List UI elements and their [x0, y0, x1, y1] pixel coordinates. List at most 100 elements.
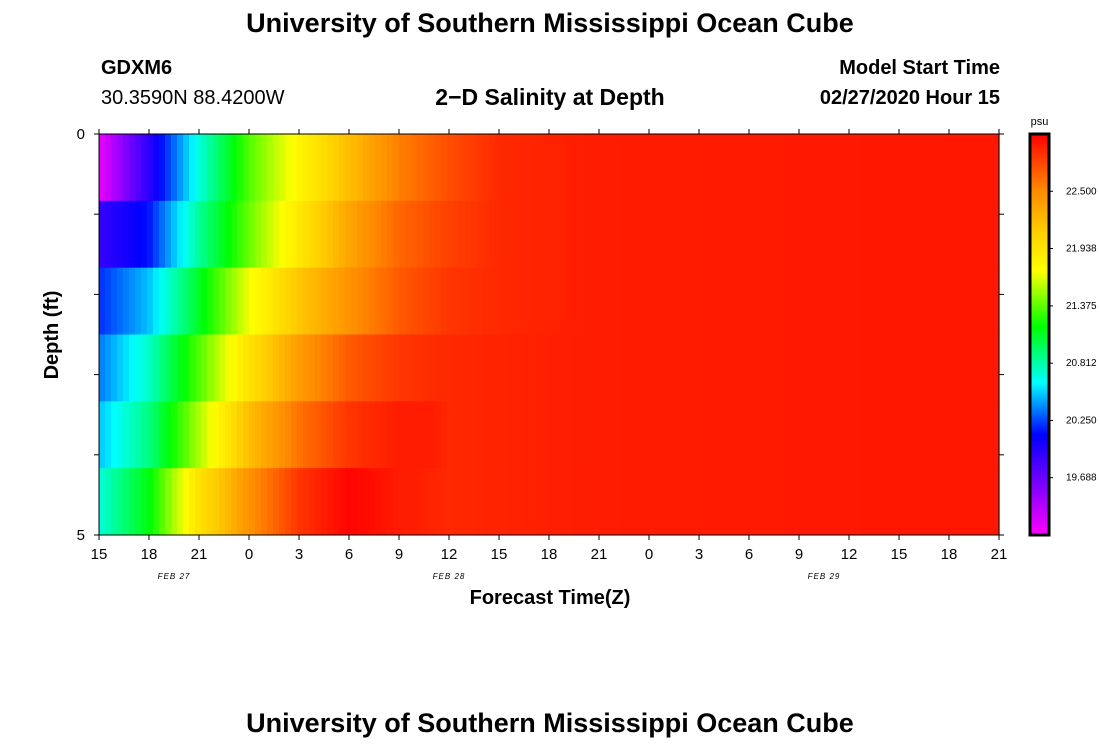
heatmap-cell: [615, 134, 622, 202]
heatmap-cell: [567, 468, 574, 536]
heatmap-cell: [849, 134, 856, 202]
heatmap-cell: [339, 134, 346, 202]
heatmap-cell: [417, 134, 424, 202]
heatmap-cell: [423, 200, 430, 269]
heatmap-cell: [729, 267, 736, 335]
heatmap-cell: [615, 267, 622, 335]
heatmap-cell: [585, 267, 592, 335]
heatmap-cell: [165, 134, 172, 202]
heatmap-cell: [105, 200, 112, 269]
heatmap-cell: [435, 334, 442, 402]
heatmap-cell: [927, 200, 934, 269]
heatmap-cell: [789, 267, 796, 335]
heatmap-cell: [669, 401, 676, 469]
heatmap-cell: [705, 401, 712, 469]
heatmap-cell: [615, 334, 622, 402]
heatmap-cell: [819, 468, 826, 536]
heatmap-cell: [549, 267, 556, 335]
heatmap-cell: [903, 134, 910, 202]
heatmap-cell: [375, 468, 382, 536]
heatmap-cell: [855, 267, 862, 335]
heatmap-cell: [249, 401, 256, 469]
heatmap-cell: [375, 134, 382, 202]
colorbar-label: 20.250: [1066, 415, 1097, 426]
heatmap-cell: [795, 134, 802, 202]
heatmap-cell: [657, 200, 664, 269]
heatmap-cell: [453, 267, 460, 335]
heatmap-cell: [579, 334, 586, 402]
heatmap-cell: [513, 134, 520, 202]
heatmap-cell: [453, 134, 460, 202]
heatmap-cell: [423, 134, 430, 202]
heatmap-cell: [981, 401, 988, 469]
heatmap-cell: [873, 134, 880, 202]
heatmap-cell: [423, 267, 430, 335]
heatmap-cell: [795, 401, 802, 469]
heatmap-cell: [471, 134, 478, 202]
x-tick-label: 9: [395, 546, 403, 563]
heatmap-cell: [237, 200, 244, 269]
heatmap-cell: [303, 267, 310, 335]
heatmap-cell: [435, 267, 442, 335]
heatmap-cell: [747, 267, 754, 335]
heatmap-cell: [219, 134, 226, 202]
heatmap-cell: [729, 468, 736, 536]
heatmap-cell: [369, 468, 376, 536]
heatmap-cell: [891, 200, 898, 269]
heatmap-cell: [801, 200, 808, 269]
heatmap-cell: [249, 134, 256, 202]
heatmap-cell: [915, 267, 922, 335]
heatmap-cell: [387, 468, 394, 536]
heatmap-cell: [765, 334, 772, 402]
heatmap-cell: [423, 468, 430, 536]
heatmap-cell: [735, 468, 742, 536]
heatmap-cell: [519, 468, 526, 536]
heatmap-cell: [429, 267, 436, 335]
heatmap-cell: [825, 401, 832, 469]
heatmap-cell: [99, 267, 106, 335]
heatmap-cell: [447, 267, 454, 335]
heatmap-cell: [279, 401, 286, 469]
plot-title: 2−D Salinity at Depth: [435, 84, 665, 110]
heatmap-cell: [705, 334, 712, 402]
heatmap-cell: [963, 134, 970, 202]
colorbar-gradient: [1028, 132, 1051, 537]
heatmap-cell: [813, 334, 820, 402]
heatmap-cell: [291, 334, 298, 402]
heatmap-cell: [837, 267, 844, 335]
heatmap-cell: [987, 334, 994, 402]
heatmap-cell: [471, 468, 478, 536]
heatmap-cell: [285, 200, 292, 269]
heatmap-cell: [135, 468, 142, 536]
heatmap-cell: [507, 134, 514, 202]
x-tick-label: 21: [591, 546, 608, 563]
heatmap-cell: [111, 267, 118, 335]
heatmap-cell: [141, 401, 148, 469]
heatmap-cell: [807, 468, 814, 536]
heatmap-cell: [117, 267, 124, 335]
heatmap-cell: [159, 334, 166, 402]
heatmap-cell: [687, 468, 694, 536]
heatmap-cell: [411, 267, 418, 335]
heatmap-cell: [921, 401, 928, 469]
heatmap-cell: [753, 401, 760, 469]
heatmap-cell: [189, 468, 196, 536]
heatmap-cell: [465, 334, 472, 402]
heatmap-cell: [813, 267, 820, 335]
heatmap-cell: [447, 334, 454, 402]
heatmap-cell: [759, 267, 766, 335]
heatmap-cell: [417, 401, 424, 469]
heatmap-cell: [219, 267, 226, 335]
heatmap-cell: [879, 401, 886, 469]
heatmap-cell: [327, 200, 334, 269]
heatmap-cell: [873, 200, 880, 269]
heatmap-cell: [927, 134, 934, 202]
heatmap-cell: [495, 267, 502, 335]
heatmap-cell: [123, 401, 130, 469]
heatmap-cell: [885, 468, 892, 536]
heatmap-cell: [183, 334, 190, 402]
x-tick-label: 12: [841, 546, 858, 563]
heatmap-cell: [123, 200, 130, 269]
heatmap-cell: [453, 334, 460, 402]
